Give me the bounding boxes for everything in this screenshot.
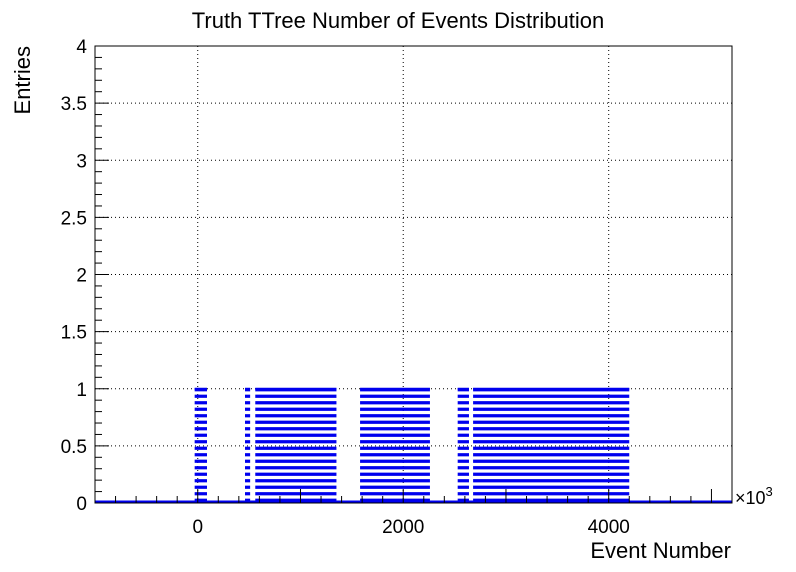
- x-multiplier-base: ×10: [735, 488, 766, 508]
- y-tick-label-4: 2: [76, 266, 87, 287]
- y-tick-label-1: 0.5: [61, 437, 87, 458]
- tick-labels: 0 2000 4000 0 0.5 1 1.5 2 2.5 3 3.5 4: [61, 37, 630, 538]
- x-tick-label-2: 4000: [588, 517, 630, 538]
- y-tick-label-5: 2.5: [61, 208, 87, 229]
- x-axis-multiplier: ×103: [735, 484, 773, 508]
- chart-title: Truth TTree Number of Events Distributio…: [192, 8, 604, 33]
- x-tick-label-0: 0: [192, 517, 203, 538]
- x-multiplier-exponent: 3: [766, 484, 773, 499]
- y-tick-label-3: 1.5: [61, 323, 87, 344]
- histogram-bar-range-1: [245, 387, 251, 502]
- histogram-bar-range-3: [360, 387, 430, 502]
- axis-ticks: [94, 45, 733, 504]
- histogram-bar-range-5: [473, 387, 630, 502]
- y-tick-label-2: 1: [76, 380, 87, 401]
- histogram-bar-range-2: [255, 387, 337, 502]
- y-tick-label-7: 3.5: [61, 94, 87, 115]
- histogram-bars: [95, 387, 732, 504]
- histogram-bar-range-0: [194, 387, 207, 502]
- y-tick-label-0: 0: [76, 494, 87, 515]
- y-tick-label-8: 4: [76, 37, 87, 58]
- histogram-bar-range-4: [457, 387, 469, 502]
- x-axis-label: Event Number: [590, 538, 731, 563]
- y-axis-label: Entries: [10, 46, 35, 114]
- grid-lines: [95, 45, 732, 504]
- y-tick-label-6: 3: [76, 151, 87, 172]
- x-tick-label-1: 2000: [382, 517, 424, 538]
